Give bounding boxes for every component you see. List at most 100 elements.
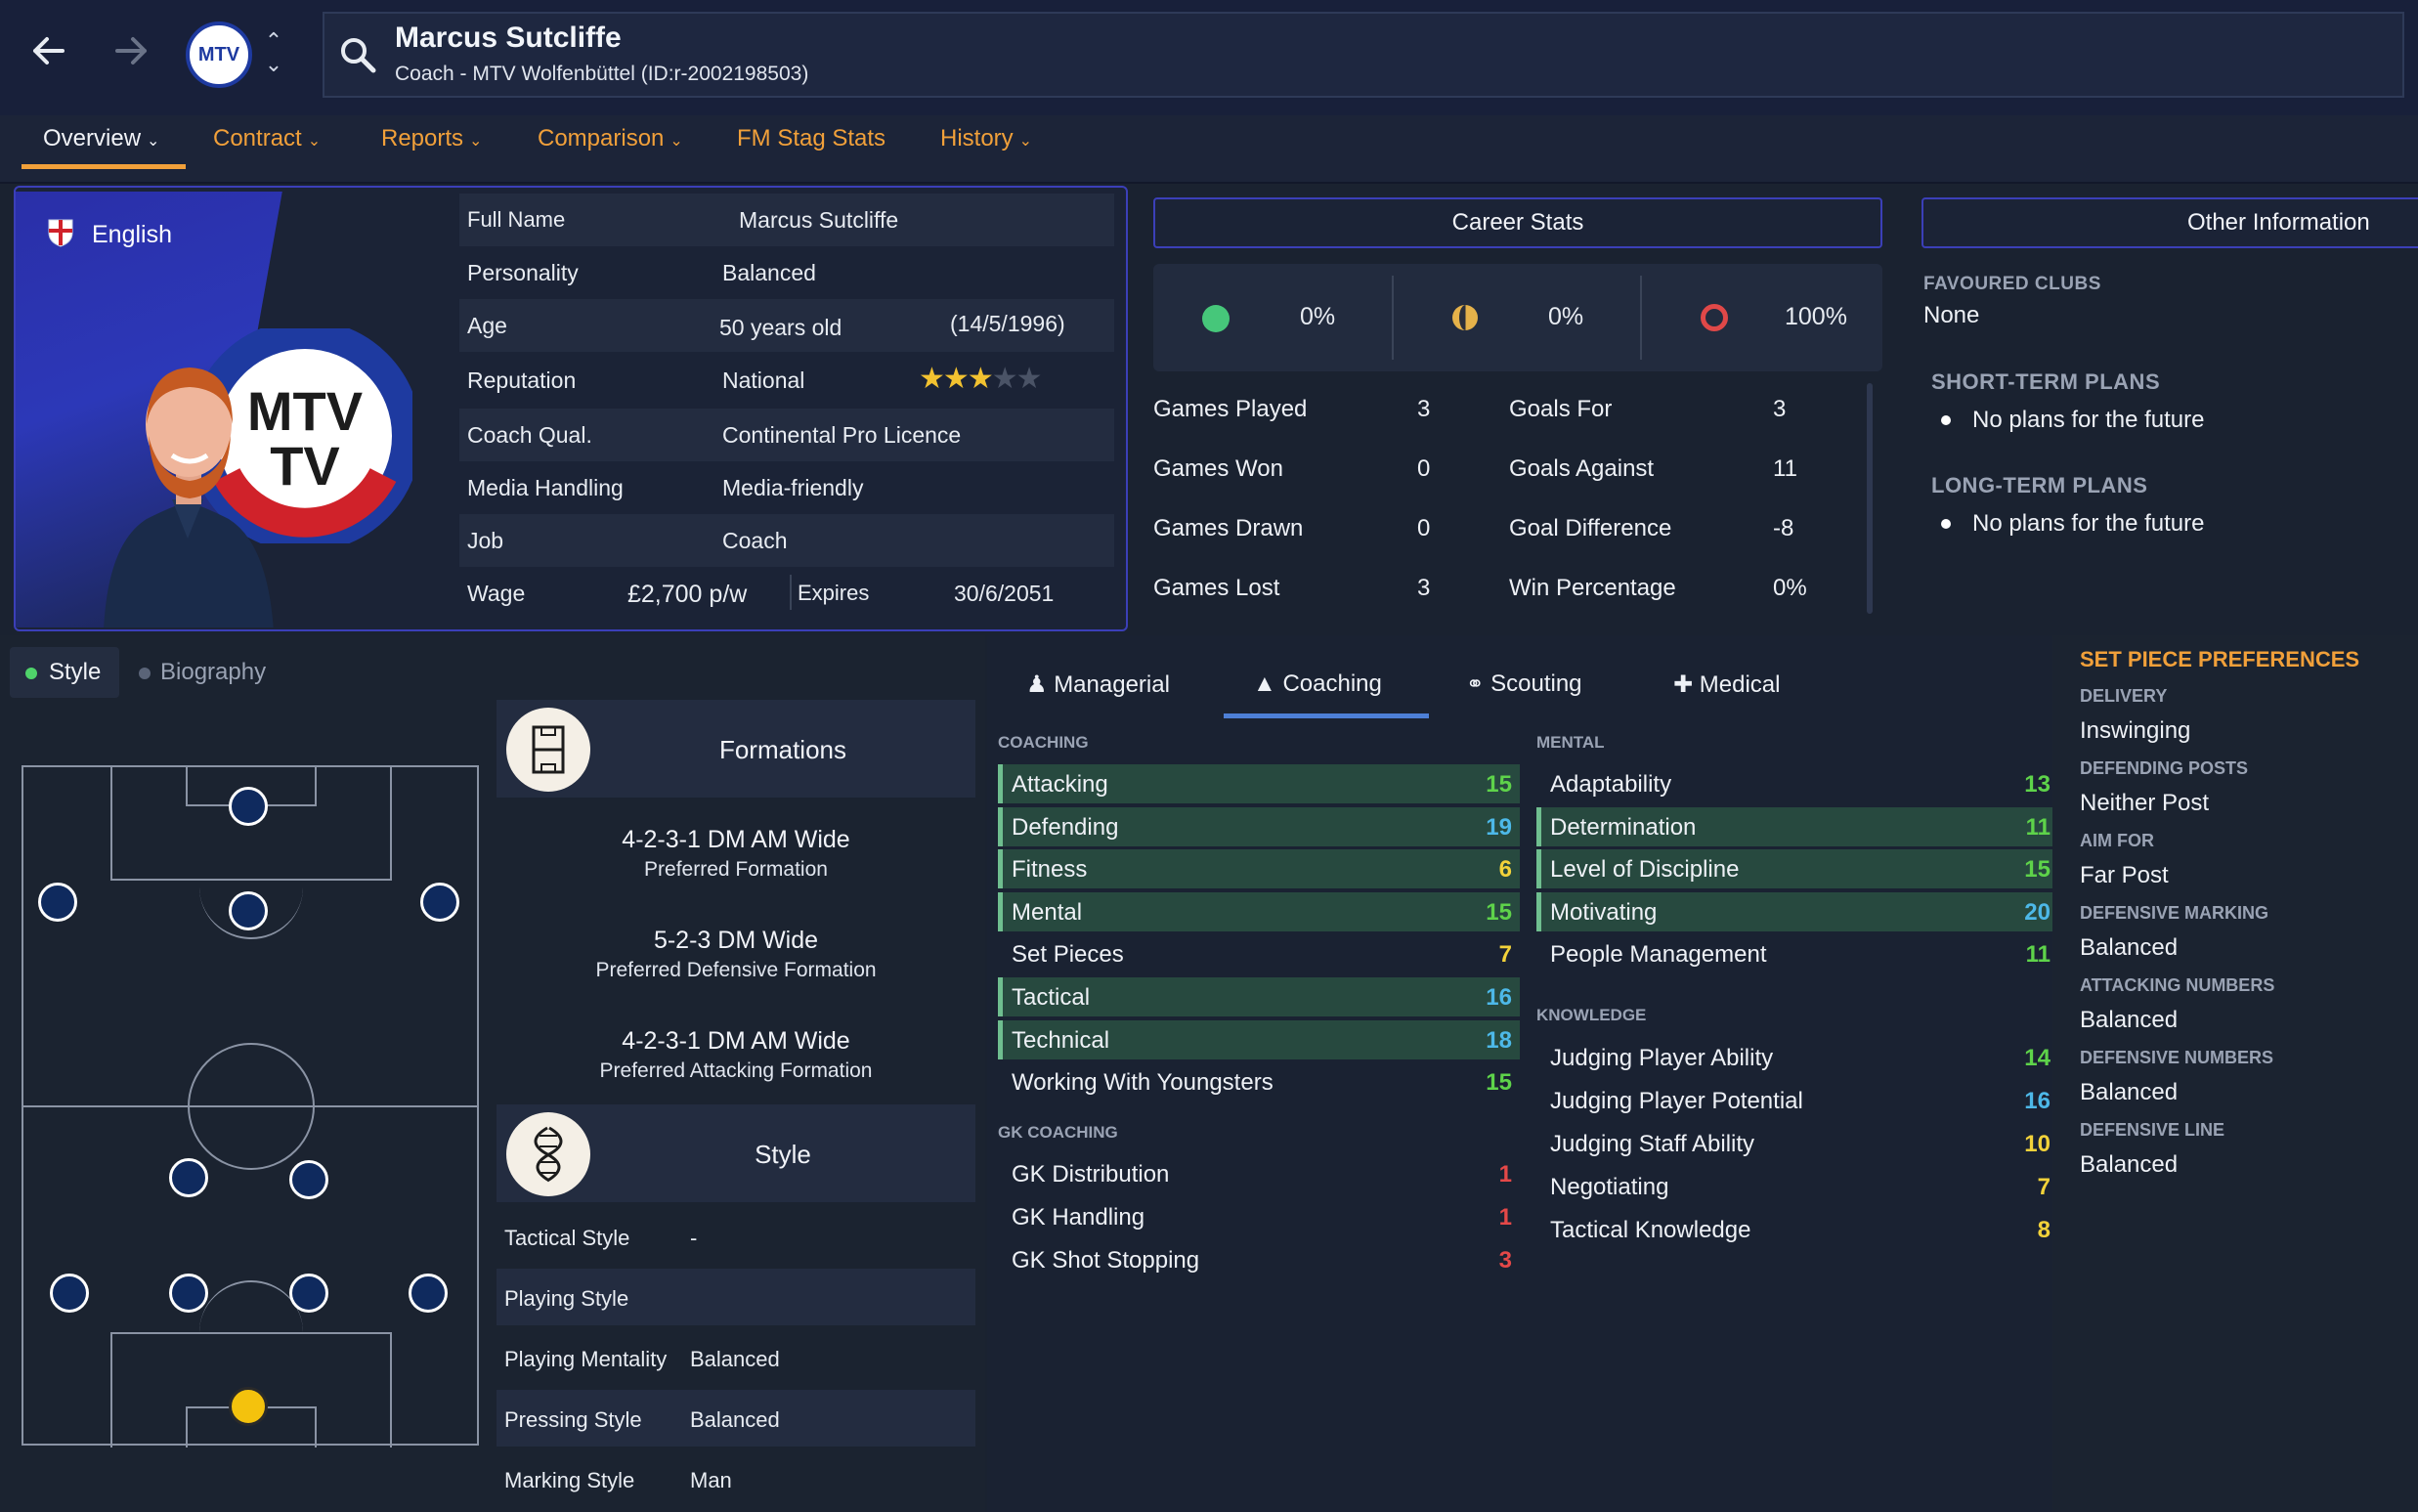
tactics-board-icon	[532, 725, 565, 774]
attribute-row[interactable]: Judging Player Potential 16	[1536, 1081, 2058, 1120]
tactical-style-row: Tactical Style -	[497, 1208, 975, 1265]
player-marker-gk[interactable]	[229, 1387, 268, 1426]
attribute-value: 8	[2037, 1217, 2051, 1243]
style-title: Style	[755, 1140, 811, 1169]
player-marker-amc[interactable]	[229, 891, 268, 930]
set-piece-value: Balanced	[2080, 934, 2179, 961]
attribute-row[interactable]: Motivating 20	[1536, 891, 2058, 931]
reputation-stars: ★★★★★	[919, 362, 1043, 396]
personality-value: Balanced	[722, 260, 816, 285]
tab-managerial[interactable]: ♟ Managerial	[1026, 670, 1170, 699]
attribute-row[interactable]: GK Shot Stopping 3	[998, 1240, 1520, 1279]
set-piece-value: Neither Post	[2080, 790, 2210, 816]
attribute-value: 11	[2025, 941, 2051, 969]
attribute-row[interactable]: Defending 19	[998, 806, 1520, 846]
playing-style-label: Playing Style	[504, 1286, 629, 1311]
full-name-row: Full Name Marcus Sutcliffe	[459, 194, 1114, 246]
attribute-row[interactable]: Adaptability 13	[1536, 764, 2058, 803]
set-piece-title: SET PIECE PREFERENCES	[2080, 647, 2360, 671]
defensive-formation-label: Preferred Defensive Formation	[595, 959, 877, 981]
tab-fm-stag-stats[interactable]: FM Stag Stats	[737, 125, 885, 152]
goals-for-value: 3	[1773, 396, 1787, 422]
attribute-value: 16	[2024, 1088, 2051, 1114]
attribute-row[interactable]: Level of Discipline 15	[1536, 849, 2058, 889]
attribute-row[interactable]: Judging Player Ability 14	[1536, 1038, 2058, 1077]
goals-for-label: Goals For	[1509, 396, 1613, 422]
player-marker-aml[interactable]	[38, 883, 77, 922]
attribute-value: 1	[1498, 1161, 1512, 1188]
loss-ratio: 100%	[1785, 303, 1847, 330]
tab-biography[interactable]: Biography	[131, 647, 287, 698]
formation-pitch	[22, 765, 479, 1447]
attribute-name: Level of Discipline	[1550, 856, 1740, 884]
gk-coaching-heading: GK COACHING	[998, 1123, 1118, 1142]
tab-contract[interactable]: Contract ⌄	[213, 125, 321, 152]
playing-style-row: Playing Style	[497, 1269, 975, 1325]
attacking-formation-label: Preferred Attacking Formation	[599, 1059, 873, 1082]
attribute-row[interactable]: Negotiating 7	[1536, 1167, 2058, 1206]
star-filled-icon: ★	[919, 363, 945, 395]
attribute-row[interactable]: Set Pieces 7	[998, 934, 1520, 973]
attribute-row[interactable]: Tactical Knowledge 8	[1536, 1210, 2058, 1249]
search-bar[interactable]	[323, 12, 2404, 98]
chevron-down-icon[interactable]: ⌄	[264, 52, 283, 76]
media-value: Media-friendly	[722, 475, 864, 500]
attribute-row[interactable]: Tactical 16	[998, 977, 1520, 1016]
coach-qual-row: Coach Qual. Continental Pro Licence	[459, 409, 1114, 461]
player-marker-amr[interactable]	[420, 883, 459, 922]
tab-scouting[interactable]: ⚭ Scouting	[1466, 670, 1582, 698]
set-piece-value: Balanced	[2080, 1151, 2179, 1178]
player-marker-dl[interactable]	[50, 1274, 89, 1313]
games-won-value: 0	[1417, 455, 1431, 482]
forward-button[interactable]	[102, 22, 160, 80]
attribute-row[interactable]: Determination 11	[1536, 806, 2058, 846]
attribute-row[interactable]: Attacking 15	[998, 764, 1520, 803]
attribute-row[interactable]: Fitness 6	[998, 849, 1520, 889]
career-scrollbar[interactable]	[1867, 383, 1873, 614]
tab-medical[interactable]: ✚ Medical	[1673, 670, 1780, 699]
attribute-value: 10	[2024, 1131, 2051, 1157]
player-marker-dmcl[interactable]	[169, 1158, 208, 1197]
set-piece-value: Far Post	[2080, 862, 2169, 888]
staff-switch-arrows[interactable]: ⌃ ⌄	[259, 29, 288, 78]
attribute-value: 19	[1486, 813, 1512, 841]
player-marker-dcr[interactable]	[289, 1274, 328, 1313]
chevron-down-icon: ⌄	[147, 133, 160, 150]
tab-history[interactable]: History ⌄	[940, 125, 1032, 152]
attribute-row[interactable]: GK Distribution 1	[998, 1154, 1520, 1193]
centre-circle	[188, 1043, 315, 1170]
player-marker-dr[interactable]	[409, 1274, 448, 1313]
dob-value: (14/5/1996)	[950, 311, 1065, 336]
attribute-name: Mental	[1012, 898, 1083, 926]
attribute-row[interactable]: People Management 11	[1536, 934, 2058, 973]
attribute-name: GK Handling	[1012, 1204, 1145, 1231]
defensive-formation-value: 5-2-3 DM Wide	[653, 927, 819, 954]
penalty-arc-bottom	[199, 1280, 303, 1384]
attribute-row[interactable]: Mental 15	[998, 891, 1520, 931]
attribute-value: 15	[1486, 1069, 1512, 1097]
attribute-row[interactable]: Technical 18	[998, 1019, 1520, 1059]
player-marker-st[interactable]	[229, 787, 268, 826]
tab-reports[interactable]: Reports ⌄	[381, 125, 482, 152]
attribute-value: 16	[1486, 984, 1512, 1011]
chevron-up-icon[interactable]: ⌃	[264, 28, 283, 53]
attribute-row[interactable]: Judging Staff Ability 10	[1536, 1124, 2058, 1163]
attribute-row[interactable]: Working With Youngsters 15	[998, 1062, 1520, 1102]
attribute-row[interactable]: GK Handling 1	[998, 1197, 1520, 1236]
active-tab-indicator	[22, 164, 186, 169]
crest-text: MTV	[197, 43, 240, 65]
tab-overview[interactable]: Overview ⌄	[43, 125, 159, 152]
set-piece-label: DEFENSIVE NUMBERS	[2080, 1048, 2274, 1067]
win-dot-icon	[1202, 305, 1230, 332]
attribute-name: Tactical Knowledge	[1550, 1217, 1751, 1243]
player-marker-dcl[interactable]	[169, 1274, 208, 1313]
tab-label: FM Stag Stats	[737, 125, 886, 151]
tab-style[interactable]: Style	[10, 647, 119, 698]
club-crest-icon[interactable]: MTV	[186, 22, 252, 88]
player-marker-dmcr[interactable]	[289, 1160, 328, 1199]
tab-comparison[interactable]: Comparison ⌄	[538, 125, 683, 152]
back-button[interactable]	[20, 22, 78, 80]
attribute-value: 11	[2025, 813, 2051, 841]
set-piece-value: Balanced	[2080, 1079, 2179, 1105]
tab-coaching[interactable]: ▲ Coaching	[1253, 670, 1382, 698]
